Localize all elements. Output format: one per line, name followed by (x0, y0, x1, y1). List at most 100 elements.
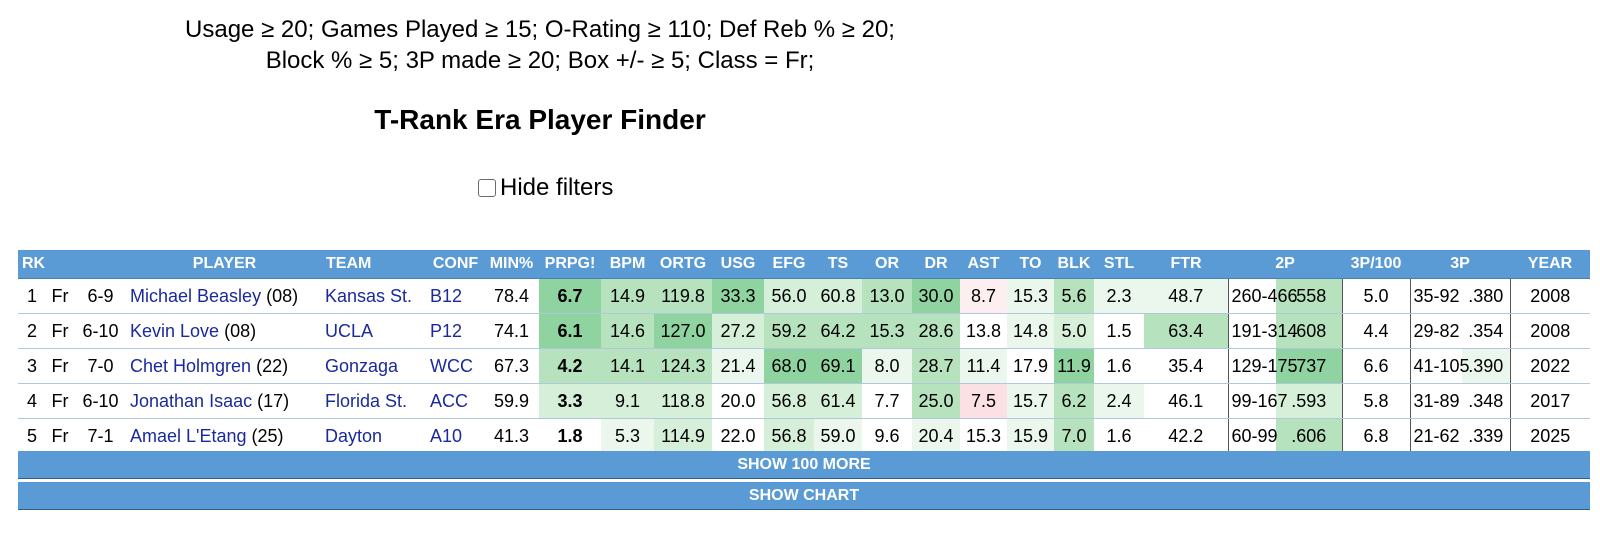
player-draft-year: (17) (257, 390, 290, 411)
col-header-efg[interactable]: EFG (764, 250, 814, 279)
col-header-to[interactable]: TO (1007, 250, 1054, 279)
conf-cell: WCC (427, 348, 484, 384)
stl: 2.4 (1094, 383, 1144, 419)
ast: 13.8 (960, 313, 1007, 349)
three-pt-made-att: 31-89 (1409, 383, 1463, 419)
col-header-2p[interactable]: 2P (1228, 250, 1343, 279)
player-cell: Jonathan Isaac (17) (127, 383, 322, 419)
to: 15.7 (1007, 383, 1054, 419)
class: Fr (46, 278, 74, 314)
player-stats-table: RK PLAYER TEAM CONF MIN% PRPG! BPM ORTG … (18, 250, 1590, 454)
player-link[interactable]: Jonathan Isaac (130, 390, 253, 411)
bpm: 14.6 (601, 313, 654, 349)
filter-line-1: Usage ≥ 20; Games Played ≥ 15; O-Rating … (185, 16, 895, 43)
or: 13.0 (862, 278, 912, 314)
col-header-prpg[interactable]: PRPG! (539, 250, 601, 279)
rank: 3 (18, 348, 46, 384)
two-pt-pct: .737 (1276, 348, 1343, 384)
class: Fr (46, 383, 74, 419)
col-header-ast[interactable]: AST (960, 250, 1007, 279)
col-header-ortg[interactable]: ORTG (654, 250, 712, 279)
player-link[interactable]: Kevin Love (130, 320, 220, 341)
class: Fr (46, 313, 74, 349)
player-link[interactable]: Chet Holmgren (130, 355, 252, 376)
table-header-row: RK PLAYER TEAM CONF MIN% PRPG! BPM ORTG … (18, 250, 1590, 279)
ortg: 118.8 (654, 383, 712, 419)
player-link[interactable]: Amael L'Etang (130, 425, 247, 446)
col-header-rk[interactable]: RK (18, 250, 46, 279)
stl: 1.6 (1094, 418, 1144, 454)
year: 2017 (1509, 383, 1590, 419)
conf-cell: B12 (427, 278, 484, 314)
col-header-3p[interactable]: 3P (1410, 250, 1511, 279)
player-cell: Chet Holmgren (22) (127, 348, 322, 384)
three-pt-made-att: 21-62 (1409, 418, 1463, 454)
table-row: 1 Fr 6-9 Michael Beasley (08) Kansas St.… (18, 278, 1590, 314)
ftr: 42.2 (1144, 418, 1228, 454)
usg: 22.0 (712, 418, 764, 454)
conf-link[interactable]: WCC (430, 355, 473, 376)
prpg: 6.1 (539, 313, 601, 349)
height: 7-0 (74, 348, 127, 384)
col-header-team[interactable]: TEAM (322, 250, 427, 279)
hide-filters-toggle[interactable]: Hide filters (478, 174, 613, 202)
col-header-bpm[interactable]: BPM (601, 250, 654, 279)
player-cell: Amael L'Etang (25) (127, 418, 322, 454)
ts: 69.1 (814, 348, 862, 384)
conf-link[interactable]: B12 (430, 285, 463, 306)
dr: 28.7 (912, 348, 960, 384)
col-header-dr[interactable]: DR (912, 250, 960, 279)
col-header-ftr[interactable]: FTR (1144, 250, 1228, 279)
table-row: 4 Fr 6-10 Jonathan Isaac (17) Florida St… (18, 383, 1590, 419)
ast: 8.7 (960, 278, 1007, 314)
team-link[interactable]: Gonzaga (325, 355, 399, 376)
usg: 27.2 (712, 313, 764, 349)
three-pt-per-100: 5.8 (1341, 383, 1411, 419)
col-header-usg[interactable]: USG (712, 250, 764, 279)
team-link[interactable]: Florida St. (325, 390, 408, 411)
three-pt-made-att: 41-105 (1409, 348, 1470, 384)
min-pct: 41.3 (484, 418, 539, 454)
col-header-year[interactable]: YEAR (1510, 250, 1590, 279)
ast: 15.3 (960, 418, 1007, 454)
prpg: 6.7 (539, 278, 601, 314)
dr: 30.0 (912, 278, 960, 314)
player-cell: Kevin Love (08) (127, 313, 322, 349)
or: 15.3 (862, 313, 912, 349)
efg: 68.0 (764, 348, 814, 384)
conf-link[interactable]: P12 (430, 320, 463, 341)
ortg: 119.8 (654, 278, 712, 314)
two-pt-made-att: 129-175 (1227, 348, 1298, 384)
bpm: 14.1 (601, 348, 654, 384)
show-more-button[interactable]: SHOW 100 MORE (18, 451, 1590, 479)
col-header-conf[interactable]: CONF (427, 250, 484, 279)
player-link[interactable]: Michael Beasley (130, 285, 262, 306)
team-link[interactable]: UCLA (325, 320, 374, 341)
height: 6-9 (74, 278, 127, 314)
col-header-3p-per-100[interactable]: 3P/100 (1342, 250, 1411, 279)
col-header-player[interactable]: PLAYER (127, 250, 322, 279)
team-link[interactable]: Kansas St. (325, 285, 413, 306)
col-header-ts[interactable]: TS (814, 250, 862, 279)
ts: 60.8 (814, 278, 862, 314)
col-header-min[interactable]: MIN% (484, 250, 539, 279)
to: 14.8 (1007, 313, 1054, 349)
show-chart-button[interactable]: SHOW CHART (18, 482, 1590, 510)
col-header-blk[interactable]: BLK (1054, 250, 1094, 279)
team-link[interactable]: Dayton (325, 425, 383, 446)
two-pt-made-att: 260-466 (1227, 278, 1298, 314)
conf-cell: P12 (427, 313, 484, 349)
team-cell: Florida St. (322, 383, 427, 419)
or: 7.7 (862, 383, 912, 419)
page-title: T-Rank Era Player Finder (374, 104, 706, 135)
hide-filters-checkbox[interactable] (478, 179, 496, 197)
conf-link[interactable]: ACC (430, 390, 469, 411)
col-header-stl[interactable]: STL (1094, 250, 1144, 279)
rank: 4 (18, 383, 46, 419)
or: 8.0 (862, 348, 912, 384)
three-pt-per-100: 6.8 (1341, 418, 1411, 454)
two-pt-pct: .558 (1276, 278, 1343, 314)
blk: 7.0 (1054, 418, 1094, 454)
col-header-or[interactable]: OR (862, 250, 912, 279)
conf-link[interactable]: A10 (430, 425, 463, 446)
